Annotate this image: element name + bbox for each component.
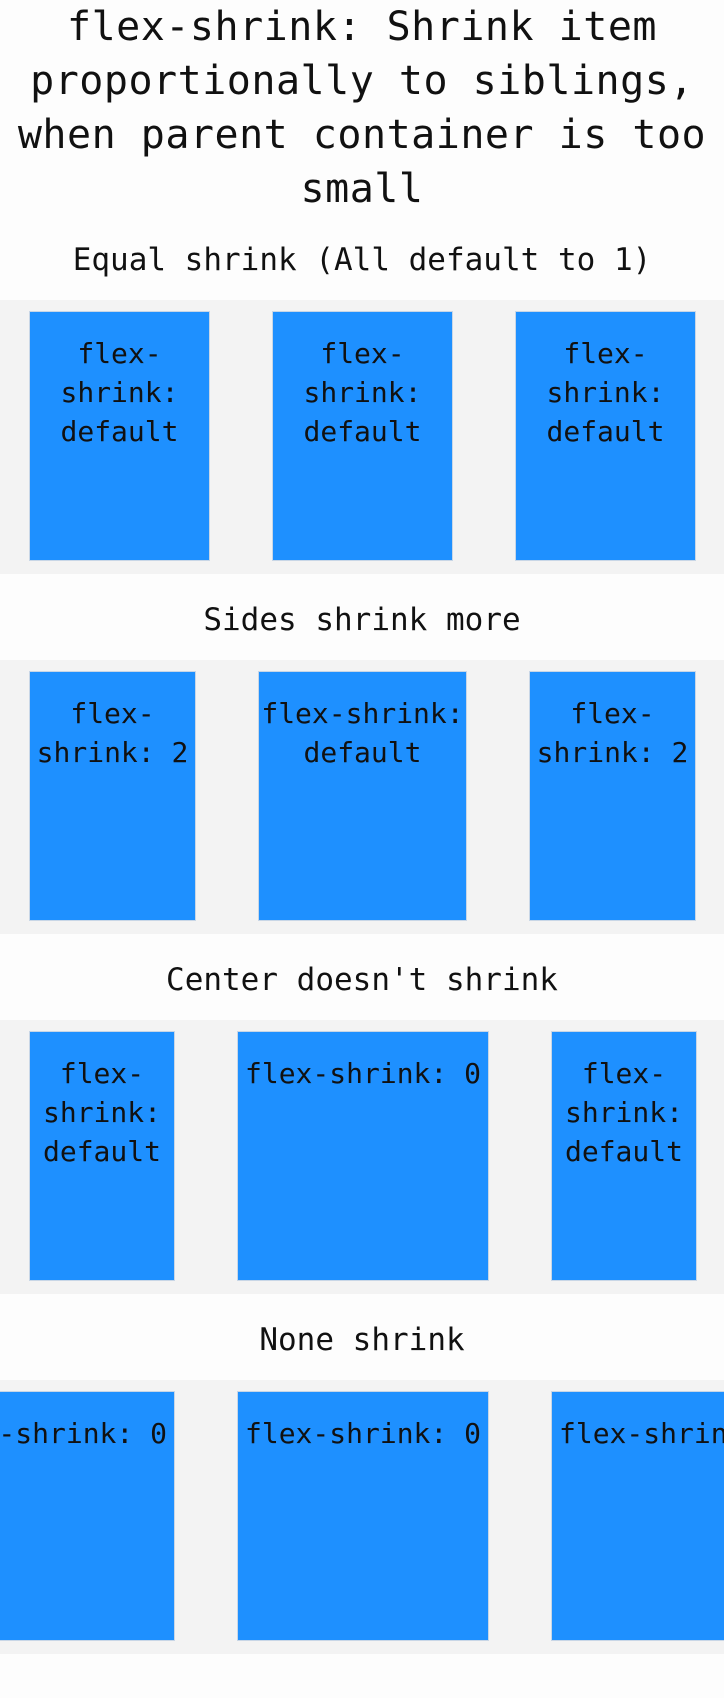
section-heading-equal-shrink: Equal shrink (All default to 1) xyxy=(72,242,652,278)
flex-item: flex-shrink: default xyxy=(515,311,696,561)
flex-item-label: flex-shrink: 2 xyxy=(536,697,689,769)
flex-item-label: flex-shrink: default xyxy=(42,1057,161,1168)
flex-item-label: flex-shrink: 2 xyxy=(36,697,189,769)
flex-item-label: flex-shrink: default xyxy=(546,337,665,448)
section-heading-center-no-shrink: Center doesn't shrink xyxy=(166,962,558,998)
flex-item: flex-shrink: 0 xyxy=(0,1391,175,1641)
flex-item: flex-shrink: 0 xyxy=(237,1031,489,1281)
flex-item: flex-shrink: default xyxy=(272,311,453,561)
section-heading-sides-shrink-more: Sides shrink more xyxy=(203,602,521,638)
flex-item-label: flex-shrink: 0 xyxy=(0,1417,167,1450)
flex-item: flex-shrink: default xyxy=(551,1031,697,1281)
flex-item-label: flex-shrink: default xyxy=(564,1057,683,1168)
flex-row-equal-shrink: flex-shrink: default flex-shrink: defaul… xyxy=(0,300,724,574)
section-heading-none-shrink: None shrink xyxy=(259,1322,465,1358)
flex-item-label: flex-shrink: default xyxy=(303,337,422,448)
flex-item: flex-shrink: 2 xyxy=(529,671,696,921)
flex-row-none-shrink: flex-shrink: 0 flex-shrink: 0 flex-shrin… xyxy=(0,1380,724,1654)
flex-item-label: flex-shrink: 0 xyxy=(244,1057,481,1090)
flex-row-center-no-shrink: flex-shrink: default flex-shrink: 0 flex… xyxy=(0,1020,724,1294)
flex-item: flex-shrink: 0 xyxy=(237,1391,489,1641)
flex-item-label: flex-shrink: 0 xyxy=(558,1417,724,1450)
flex-item-label: flex-shrink: 0 xyxy=(244,1417,481,1450)
flex-row-sides-shrink-more: flex-shrink: 2 flex-shrink: default flex… xyxy=(0,660,724,934)
flex-item: flex-shrink: 2 xyxy=(29,671,196,921)
flex-item: flex-shrink: default xyxy=(29,311,210,561)
flex-item: flex-shrink: default xyxy=(258,671,467,921)
flex-item: flex-shrink: default xyxy=(29,1031,175,1281)
page-title: flex-shrink: Shrink item proportionally … xyxy=(17,4,707,212)
flex-item-label: flex-shrink: default xyxy=(60,337,179,448)
flex-item-label: flex-shrink: default xyxy=(261,697,464,769)
flex-item: flex-shrink: 0 xyxy=(551,1391,724,1641)
